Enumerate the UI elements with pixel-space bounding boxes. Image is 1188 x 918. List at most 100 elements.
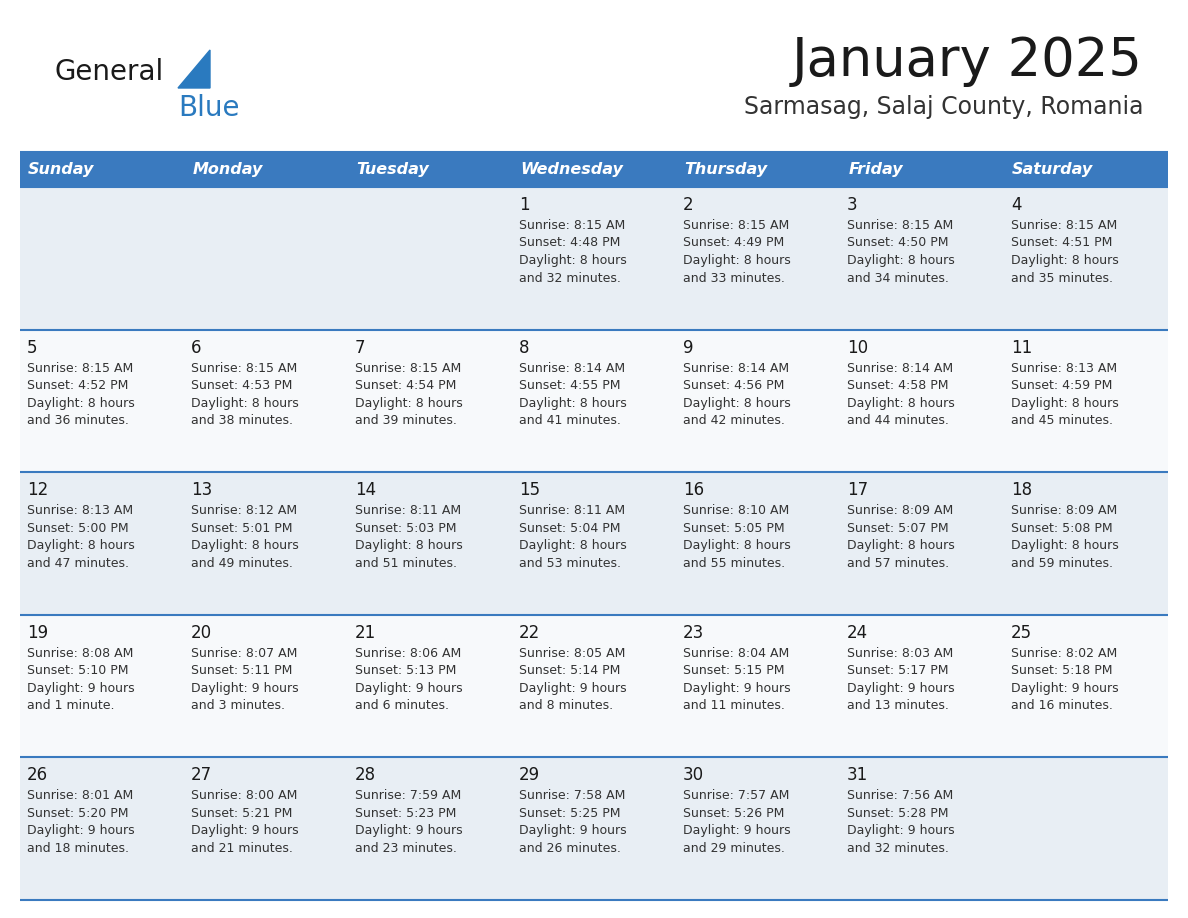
Text: 3: 3 xyxy=(847,196,858,214)
Bar xyxy=(20,187,184,330)
Bar xyxy=(840,472,1004,615)
Text: Sunrise: 8:07 AM
Sunset: 5:11 PM
Daylight: 9 hours
and 3 minutes.: Sunrise: 8:07 AM Sunset: 5:11 PM Dayligh… xyxy=(191,647,298,712)
Bar xyxy=(676,757,840,900)
Text: 22: 22 xyxy=(519,624,541,642)
Text: Sunrise: 8:14 AM
Sunset: 4:58 PM
Daylight: 8 hours
and 44 minutes.: Sunrise: 8:14 AM Sunset: 4:58 PM Dayligh… xyxy=(847,362,955,427)
Text: Sunrise: 8:13 AM
Sunset: 4:59 PM
Daylight: 8 hours
and 45 minutes.: Sunrise: 8:13 AM Sunset: 4:59 PM Dayligh… xyxy=(1011,362,1119,427)
Bar xyxy=(20,757,184,900)
Bar xyxy=(840,757,1004,900)
Text: January 2025: January 2025 xyxy=(792,35,1143,87)
Text: Saturday: Saturday xyxy=(1012,162,1093,177)
Text: Sunrise: 8:15 AM
Sunset: 4:52 PM
Daylight: 8 hours
and 36 minutes.: Sunrise: 8:15 AM Sunset: 4:52 PM Dayligh… xyxy=(27,362,134,427)
Text: 4: 4 xyxy=(1011,196,1022,214)
Text: 18: 18 xyxy=(1011,481,1032,499)
Text: 5: 5 xyxy=(27,339,38,356)
Text: 21: 21 xyxy=(355,624,377,642)
Text: Sunrise: 8:10 AM
Sunset: 5:05 PM
Daylight: 8 hours
and 55 minutes.: Sunrise: 8:10 AM Sunset: 5:05 PM Dayligh… xyxy=(683,504,791,570)
Text: 11: 11 xyxy=(1011,339,1032,356)
Text: Sunrise: 8:14 AM
Sunset: 4:55 PM
Daylight: 8 hours
and 41 minutes.: Sunrise: 8:14 AM Sunset: 4:55 PM Dayligh… xyxy=(519,362,627,427)
Text: 8: 8 xyxy=(519,339,530,356)
Bar xyxy=(348,152,512,187)
Bar xyxy=(840,152,1004,187)
Text: 20: 20 xyxy=(191,624,213,642)
Text: Sunrise: 8:15 AM
Sunset: 4:51 PM
Daylight: 8 hours
and 35 minutes.: Sunrise: 8:15 AM Sunset: 4:51 PM Dayligh… xyxy=(1011,219,1119,285)
Text: 17: 17 xyxy=(847,481,868,499)
Text: 23: 23 xyxy=(683,624,704,642)
Bar xyxy=(20,330,184,472)
Bar xyxy=(1004,152,1168,187)
Text: 31: 31 xyxy=(847,767,868,784)
Text: 16: 16 xyxy=(683,481,704,499)
Text: 15: 15 xyxy=(519,481,541,499)
Bar xyxy=(184,615,348,757)
Bar xyxy=(1004,472,1168,615)
Text: 30: 30 xyxy=(683,767,704,784)
Bar xyxy=(184,757,348,900)
Text: Sunrise: 7:58 AM
Sunset: 5:25 PM
Daylight: 9 hours
and 26 minutes.: Sunrise: 7:58 AM Sunset: 5:25 PM Dayligh… xyxy=(519,789,626,855)
Text: Sarmasag, Salaj County, Romania: Sarmasag, Salaj County, Romania xyxy=(744,95,1143,119)
Text: Sunrise: 8:05 AM
Sunset: 5:14 PM
Daylight: 9 hours
and 8 minutes.: Sunrise: 8:05 AM Sunset: 5:14 PM Dayligh… xyxy=(519,647,626,712)
Bar xyxy=(840,330,1004,472)
Text: Sunrise: 8:11 AM
Sunset: 5:04 PM
Daylight: 8 hours
and 53 minutes.: Sunrise: 8:11 AM Sunset: 5:04 PM Dayligh… xyxy=(519,504,627,570)
Bar xyxy=(676,152,840,187)
Bar xyxy=(676,615,840,757)
Text: 7: 7 xyxy=(355,339,366,356)
Text: Wednesday: Wednesday xyxy=(520,162,623,177)
Text: Sunrise: 8:04 AM
Sunset: 5:15 PM
Daylight: 9 hours
and 11 minutes.: Sunrise: 8:04 AM Sunset: 5:15 PM Dayligh… xyxy=(683,647,791,712)
Text: Sunrise: 8:14 AM
Sunset: 4:56 PM
Daylight: 8 hours
and 42 minutes.: Sunrise: 8:14 AM Sunset: 4:56 PM Dayligh… xyxy=(683,362,791,427)
Text: 6: 6 xyxy=(191,339,202,356)
Text: Sunrise: 8:06 AM
Sunset: 5:13 PM
Daylight: 9 hours
and 6 minutes.: Sunrise: 8:06 AM Sunset: 5:13 PM Dayligh… xyxy=(355,647,462,712)
Text: Sunrise: 7:56 AM
Sunset: 5:28 PM
Daylight: 9 hours
and 32 minutes.: Sunrise: 7:56 AM Sunset: 5:28 PM Dayligh… xyxy=(847,789,955,855)
Text: General: General xyxy=(55,58,164,86)
Text: Monday: Monday xyxy=(192,162,263,177)
Bar xyxy=(512,757,676,900)
Text: Sunrise: 8:11 AM
Sunset: 5:03 PM
Daylight: 8 hours
and 51 minutes.: Sunrise: 8:11 AM Sunset: 5:03 PM Dayligh… xyxy=(355,504,463,570)
Text: 19: 19 xyxy=(27,624,49,642)
Text: Sunrise: 8:15 AM
Sunset: 4:48 PM
Daylight: 8 hours
and 32 minutes.: Sunrise: 8:15 AM Sunset: 4:48 PM Dayligh… xyxy=(519,219,627,285)
Text: Blue: Blue xyxy=(178,94,240,122)
Text: Sunrise: 8:01 AM
Sunset: 5:20 PM
Daylight: 9 hours
and 18 minutes.: Sunrise: 8:01 AM Sunset: 5:20 PM Dayligh… xyxy=(27,789,134,855)
Text: 28: 28 xyxy=(355,767,377,784)
Text: Tuesday: Tuesday xyxy=(356,162,429,177)
Text: Sunrise: 8:15 AM
Sunset: 4:50 PM
Daylight: 8 hours
and 34 minutes.: Sunrise: 8:15 AM Sunset: 4:50 PM Dayligh… xyxy=(847,219,955,285)
Text: 29: 29 xyxy=(519,767,541,784)
Bar xyxy=(348,757,512,900)
Bar xyxy=(840,187,1004,330)
Text: Friday: Friday xyxy=(848,162,903,177)
Bar xyxy=(1004,615,1168,757)
Bar xyxy=(1004,187,1168,330)
Bar xyxy=(184,472,348,615)
Text: 1: 1 xyxy=(519,196,530,214)
Bar xyxy=(676,187,840,330)
Text: 26: 26 xyxy=(27,767,49,784)
Text: 25: 25 xyxy=(1011,624,1032,642)
Text: Sunrise: 7:57 AM
Sunset: 5:26 PM
Daylight: 9 hours
and 29 minutes.: Sunrise: 7:57 AM Sunset: 5:26 PM Dayligh… xyxy=(683,789,791,855)
Polygon shape xyxy=(178,50,210,88)
Text: Sunrise: 8:02 AM
Sunset: 5:18 PM
Daylight: 9 hours
and 16 minutes.: Sunrise: 8:02 AM Sunset: 5:18 PM Dayligh… xyxy=(1011,647,1119,712)
Text: Sunrise: 8:15 AM
Sunset: 4:53 PM
Daylight: 8 hours
and 38 minutes.: Sunrise: 8:15 AM Sunset: 4:53 PM Dayligh… xyxy=(191,362,298,427)
Text: Sunrise: 8:15 AM
Sunset: 4:49 PM
Daylight: 8 hours
and 33 minutes.: Sunrise: 8:15 AM Sunset: 4:49 PM Dayligh… xyxy=(683,219,791,285)
Bar xyxy=(840,615,1004,757)
Text: 13: 13 xyxy=(191,481,213,499)
Bar xyxy=(348,472,512,615)
Bar xyxy=(512,330,676,472)
Bar xyxy=(1004,757,1168,900)
Text: Sunrise: 8:09 AM
Sunset: 5:08 PM
Daylight: 8 hours
and 59 minutes.: Sunrise: 8:09 AM Sunset: 5:08 PM Dayligh… xyxy=(1011,504,1119,570)
Bar xyxy=(184,330,348,472)
Bar xyxy=(676,472,840,615)
Text: 10: 10 xyxy=(847,339,868,356)
Bar xyxy=(512,152,676,187)
Text: Sunrise: 7:59 AM
Sunset: 5:23 PM
Daylight: 9 hours
and 23 minutes.: Sunrise: 7:59 AM Sunset: 5:23 PM Dayligh… xyxy=(355,789,462,855)
Text: Thursday: Thursday xyxy=(684,162,767,177)
Bar xyxy=(676,330,840,472)
Bar xyxy=(20,472,184,615)
Bar xyxy=(184,152,348,187)
Text: 9: 9 xyxy=(683,339,694,356)
Text: Sunrise: 8:03 AM
Sunset: 5:17 PM
Daylight: 9 hours
and 13 minutes.: Sunrise: 8:03 AM Sunset: 5:17 PM Dayligh… xyxy=(847,647,955,712)
Bar xyxy=(184,187,348,330)
Text: 27: 27 xyxy=(191,767,213,784)
Bar xyxy=(512,472,676,615)
Bar xyxy=(1004,330,1168,472)
Text: Sunrise: 8:00 AM
Sunset: 5:21 PM
Daylight: 9 hours
and 21 minutes.: Sunrise: 8:00 AM Sunset: 5:21 PM Dayligh… xyxy=(191,789,298,855)
Text: 12: 12 xyxy=(27,481,49,499)
